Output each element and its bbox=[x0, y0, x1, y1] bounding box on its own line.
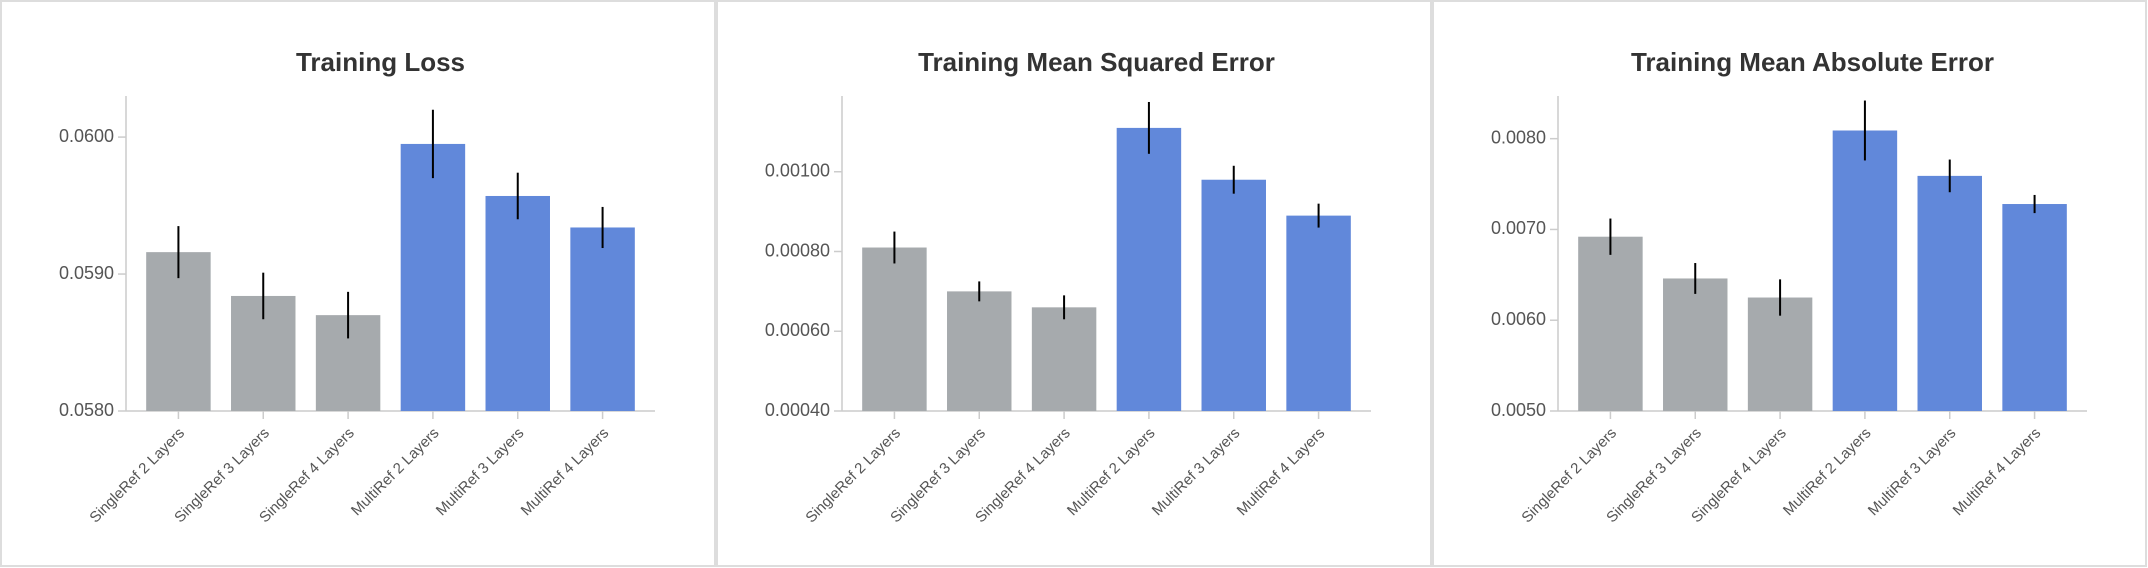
x-tick-label: MultiRef 3 Layers bbox=[433, 425, 528, 520]
bar bbox=[1116, 127, 1182, 411]
bar bbox=[400, 143, 466, 411]
x-tick-label: SingleRef 4 Layers bbox=[1688, 425, 1790, 527]
y-tick-label: 0.00060 bbox=[765, 320, 830, 340]
y-tick-label: 0.0600 bbox=[59, 126, 114, 146]
x-tick-label: MultiRef 2 Layers bbox=[1780, 425, 1875, 520]
x-tick-label: MultiRef 3 Layers bbox=[1149, 425, 1244, 520]
bar bbox=[2002, 204, 2067, 411]
bar bbox=[485, 195, 550, 411]
bar bbox=[1031, 307, 1097, 411]
bar bbox=[570, 227, 635, 411]
bar bbox=[947, 291, 1012, 411]
x-tick-label: MultiRef 3 Layers bbox=[1865, 425, 1960, 520]
chart-title: Training Mean Squared Error bbox=[918, 47, 1275, 77]
chart-title: Training Loss bbox=[296, 47, 465, 77]
y-tick-label: 0.0580 bbox=[59, 400, 114, 420]
y-tick-label: 0.0070 bbox=[1491, 218, 1546, 238]
x-tick-label: SingleRef 2 Layers bbox=[1518, 425, 1620, 527]
bar bbox=[1747, 297, 1813, 411]
y-tick-label: 0.00040 bbox=[765, 400, 830, 420]
x-tick-label: MultiRef 4 Layers bbox=[518, 425, 613, 520]
x-tick-label: SingleRef 4 Layers bbox=[256, 425, 358, 527]
bar bbox=[1201, 179, 1266, 411]
x-tick-label: MultiRef 2 Layers bbox=[348, 425, 443, 520]
bar bbox=[1578, 236, 1643, 411]
x-tick-label: SingleRef 3 Layers bbox=[1603, 425, 1705, 527]
y-tick-label: 0.0050 bbox=[1491, 400, 1546, 420]
bar bbox=[146, 252, 211, 411]
bar bbox=[862, 247, 927, 411]
x-tick-label: SingleRef 3 Layers bbox=[171, 425, 273, 527]
x-tick-label: SingleRef 3 Layers bbox=[887, 425, 989, 527]
y-tick-label: 0.00080 bbox=[765, 240, 830, 260]
panel bbox=[1432, 0, 2147, 567]
bar bbox=[1832, 130, 1898, 412]
bar bbox=[1286, 215, 1351, 411]
x-tick-label: MultiRef 4 Layers bbox=[1234, 425, 1329, 520]
y-tick-label: 0.0060 bbox=[1491, 309, 1546, 329]
x-tick-label: MultiRef 2 Layers bbox=[1064, 425, 1159, 520]
chart-title: Training Mean Absolute Error bbox=[1631, 47, 1994, 77]
x-tick-label: SingleRef 2 Layers bbox=[802, 425, 904, 527]
panel bbox=[0, 0, 716, 567]
x-tick-label: SingleRef 2 Layers bbox=[86, 425, 188, 527]
x-tick-label: MultiRef 4 Layers bbox=[1950, 425, 2045, 520]
bar bbox=[1917, 175, 1982, 411]
y-tick-label: 0.00100 bbox=[765, 161, 830, 181]
y-tick-label: 0.0590 bbox=[59, 263, 114, 283]
bar bbox=[1663, 278, 1728, 411]
panel bbox=[716, 0, 1432, 567]
x-tick-label: SingleRef 4 Layers bbox=[972, 425, 1074, 527]
y-tick-label: 0.0080 bbox=[1491, 127, 1546, 147]
